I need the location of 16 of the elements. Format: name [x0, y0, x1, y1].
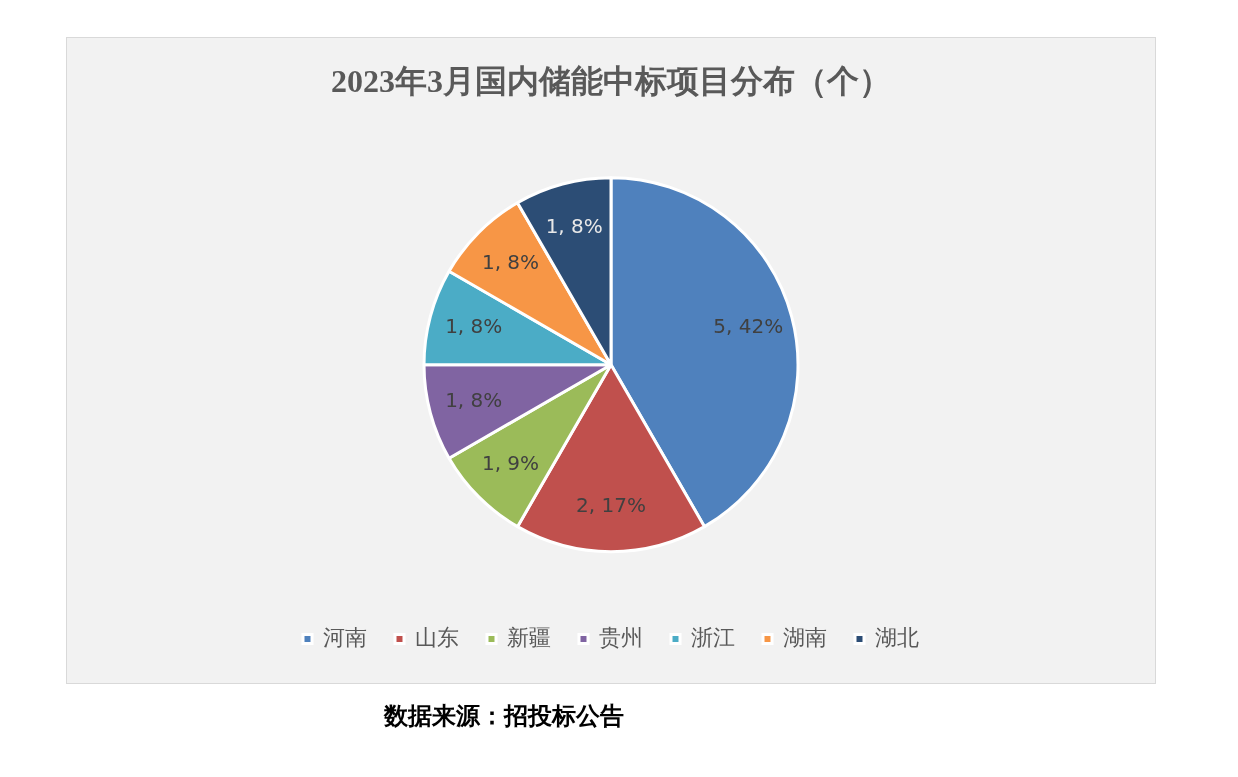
chart-title: 2023年3月国内储能中标项目分布（个） [331, 63, 891, 100]
legend-label: 湖南 [783, 624, 827, 650]
data-label: 2, 17% [576, 493, 646, 518]
legend-label: 河南 [323, 624, 367, 650]
legend-label: 山东 [415, 624, 459, 650]
source-note: 数据来源：招投标公告 [384, 702, 624, 731]
legend-label: 湖北 [875, 624, 919, 650]
data-label: 1, 8% [545, 213, 603, 238]
data-label: 1, 8% [445, 314, 503, 339]
legend-label: 浙江 [691, 624, 735, 650]
data-label: 5, 42% [713, 314, 784, 339]
legend-label: 贵州 [599, 624, 643, 650]
legend-label: 新疆 [507, 624, 551, 650]
data-label: 1, 8% [481, 250, 540, 275]
data-label: 1, 9% [481, 451, 540, 476]
data-label: 1, 8% [445, 387, 503, 412]
